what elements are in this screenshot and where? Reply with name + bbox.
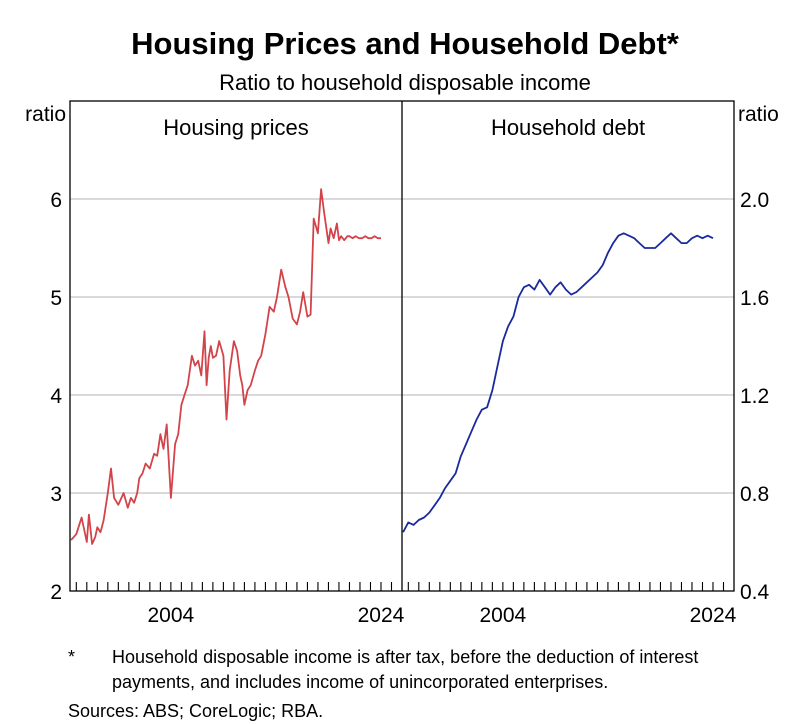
- chart-title: Housing Prices and Household Debt*: [131, 26, 679, 61]
- household-debt-line: [402, 232, 714, 533]
- y-tick-label: 5: [50, 287, 62, 310]
- y-tick-label: 2.0: [740, 189, 769, 212]
- y-axis-unit-label: ratio: [25, 103, 66, 126]
- y-axis-unit-label: ratio: [738, 103, 779, 126]
- y-tick-label: 2: [50, 581, 62, 604]
- chart-subtitle: Ratio to household disposable income: [219, 70, 591, 95]
- y-tick-label: 4: [50, 385, 62, 408]
- y-tick-label: 6: [50, 189, 62, 212]
- tick-layer: [75, 582, 725, 591]
- panel-title: Household debt: [491, 115, 645, 140]
- grid-layer: [70, 198, 734, 494]
- housing-prices-line: [70, 188, 381, 545]
- x-tick-label: 2004: [480, 604, 527, 627]
- footnote-text: Household disposable income is after tax…: [112, 647, 699, 692]
- x-tick-label: 2004: [148, 604, 195, 627]
- y-tick-label: 0.4: [740, 581, 770, 604]
- x-tick-label: 2024: [690, 604, 737, 627]
- y-tick-label: 3: [50, 483, 62, 506]
- y-tick-label: 0.8: [740, 483, 769, 506]
- x-tick-label: 2024: [358, 604, 405, 627]
- panel-title: Housing prices: [163, 115, 309, 140]
- footnote-marker: *: [68, 647, 76, 667]
- y-tick-label: 1.6: [740, 287, 769, 310]
- sources-note: Sources: ABS; CoreLogic; RBA.: [68, 701, 324, 721]
- series-layer: [70, 188, 714, 545]
- y-tick-label: 1.2: [740, 385, 769, 408]
